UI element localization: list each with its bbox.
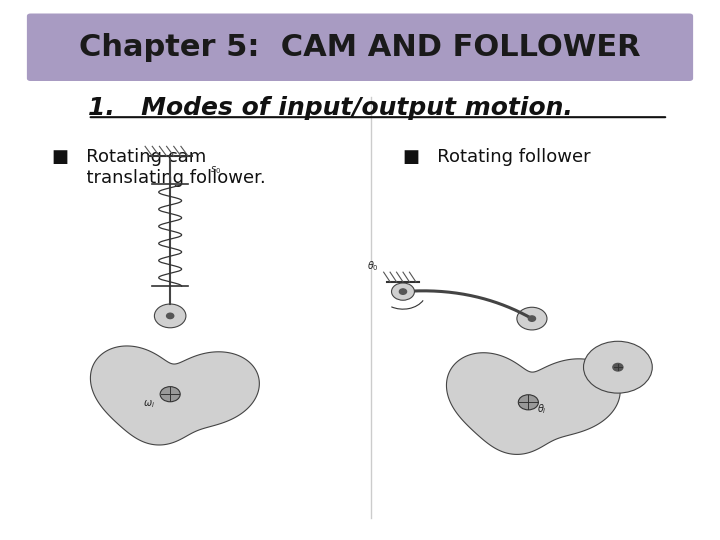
Text: 1.   Modes of input/output motion.: 1. Modes of input/output motion. xyxy=(88,96,572,120)
Text: Chapter 5:  CAM AND FOLLOWER: Chapter 5: CAM AND FOLLOWER xyxy=(79,33,641,62)
Circle shape xyxy=(392,283,415,300)
Circle shape xyxy=(154,304,186,328)
Circle shape xyxy=(517,307,547,330)
Text: ■   Rotating follower: ■ Rotating follower xyxy=(403,147,590,166)
Circle shape xyxy=(166,313,174,319)
Circle shape xyxy=(160,387,180,402)
FancyBboxPatch shape xyxy=(27,14,693,81)
Text: $\theta_i$: $\theta_i$ xyxy=(537,402,546,416)
Polygon shape xyxy=(446,353,620,454)
Text: ■   Rotating cam: ■ Rotating cam xyxy=(52,147,206,166)
Circle shape xyxy=(613,363,623,371)
Text: $\theta_0$: $\theta_0$ xyxy=(367,259,379,273)
Circle shape xyxy=(583,341,652,393)
Circle shape xyxy=(528,316,536,321)
Polygon shape xyxy=(91,346,259,445)
Text: $s_0$: $s_0$ xyxy=(210,165,220,177)
Text: translating follower.: translating follower. xyxy=(52,169,266,187)
Text: $\omega_i$: $\omega_i$ xyxy=(143,398,155,410)
Circle shape xyxy=(518,395,539,410)
Circle shape xyxy=(400,289,407,294)
